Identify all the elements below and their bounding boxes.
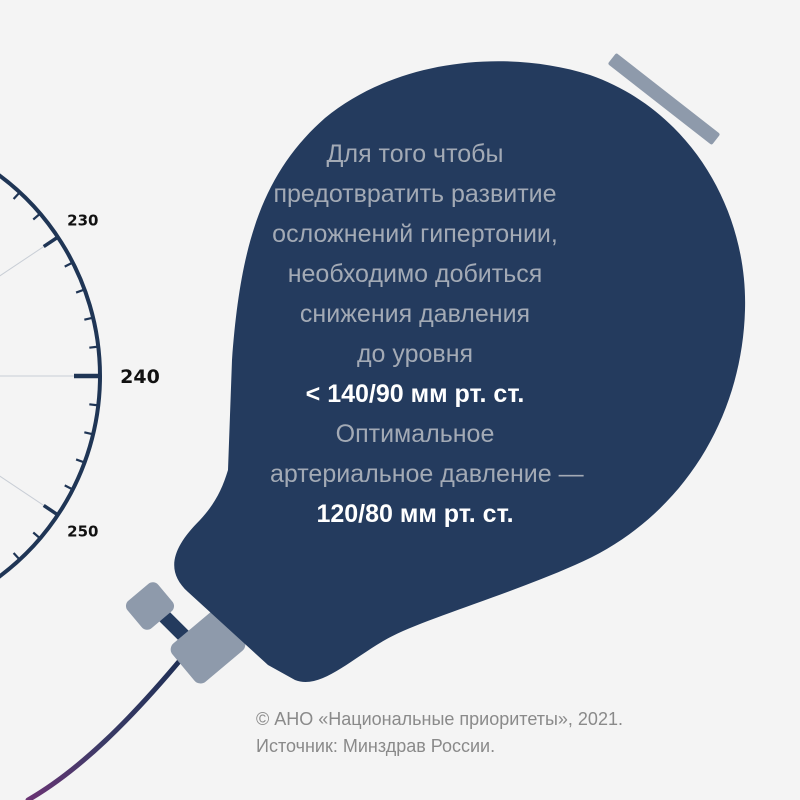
message-line-1: Для того чтобы xyxy=(326,140,504,168)
message-line-3: осложнений гипертонии, xyxy=(272,220,558,248)
valve-assembly xyxy=(125,582,246,684)
gauge-minor-tick xyxy=(89,345,99,349)
gauge-minor-tick xyxy=(42,235,59,249)
valve-coupling xyxy=(170,610,246,684)
gauge-minor-tick xyxy=(75,458,85,464)
gauge-minor-tick xyxy=(64,261,74,268)
gauge-minor-tick xyxy=(84,316,94,321)
gauge-ticks xyxy=(12,191,100,561)
message-line-5: снижения давления xyxy=(299,300,531,328)
message-line-2: предотвратить развитие xyxy=(273,180,557,208)
gauge-minor-tick xyxy=(89,403,99,407)
gauge-minor-tick xyxy=(12,552,21,561)
credits-block: © АНО «Национальные приоритеты», 2021. И… xyxy=(256,706,623,760)
gauge-minor-tick xyxy=(32,212,41,221)
valve-stem xyxy=(159,611,191,643)
message-line-9: артериальное давление — xyxy=(270,460,584,488)
gauge-label-240: 240 xyxy=(120,366,160,388)
valve-knob xyxy=(125,582,175,630)
source-text: Источник: Минздрав России. xyxy=(256,736,496,756)
gauge-scale-labels: 200210220230240250260270280 xyxy=(67,211,160,541)
gauge-label-250: 250 xyxy=(67,523,98,541)
gauge-minor-tick xyxy=(75,288,85,294)
squeeze-bulb xyxy=(174,61,746,682)
gauge-guide-lines xyxy=(0,246,74,506)
copyright-text: © АНО «Национальные приоритеты», 2021. xyxy=(256,709,623,729)
gauge-guide-line xyxy=(0,475,45,506)
gauge-minor-tick xyxy=(42,503,59,517)
pressure-gauge-dial: 200210220230240250260270280 xyxy=(0,173,160,579)
optimal-pressure-value: 120/80 мм рт. ст. xyxy=(316,500,514,528)
target-pressure-value: < 140/90 мм рт. ст. xyxy=(305,380,525,408)
gauge-minor-tick xyxy=(84,431,94,436)
bulb-end-cap xyxy=(608,53,720,145)
gauge-guide-line xyxy=(0,246,45,277)
message-line-4: необходимо добиться xyxy=(287,260,543,288)
pressure-recommendation-text: Для того чтобы предотвратить развитие ос… xyxy=(270,134,584,534)
gauge-label-230: 230 xyxy=(67,211,98,229)
gauge-minor-tick xyxy=(12,191,21,200)
gauge-minor-tick xyxy=(32,531,41,540)
message-line-6: до уровня xyxy=(356,340,474,368)
message-line-8: Оптимальное xyxy=(335,420,495,448)
gauge-minor-tick xyxy=(64,484,74,491)
air-tube xyxy=(25,655,185,800)
